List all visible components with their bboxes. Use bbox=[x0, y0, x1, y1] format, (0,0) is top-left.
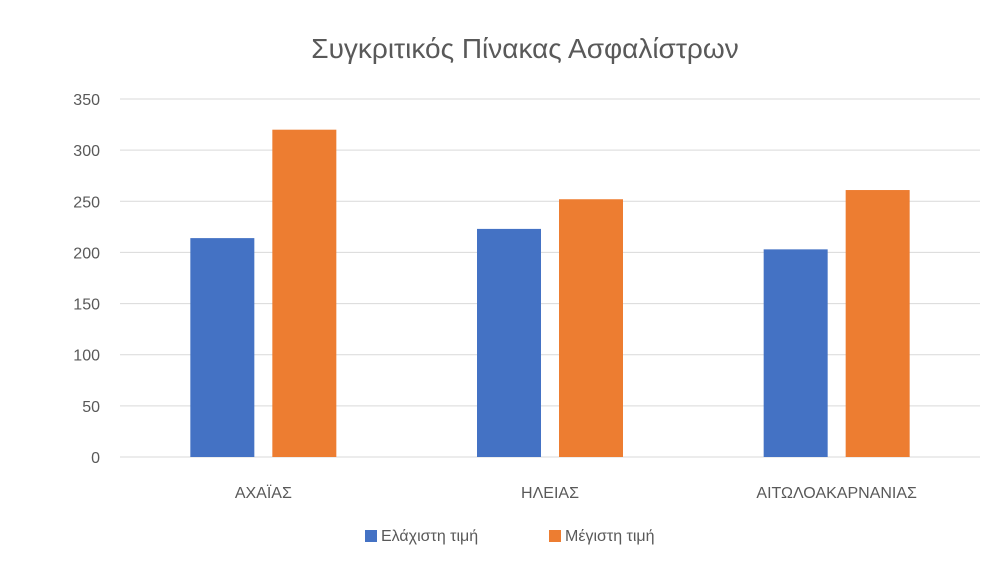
legend: Ελάχιστη τιμή Μέγιστη τιμή bbox=[365, 528, 655, 545]
x-category-label: ΑΙΤΩΛΟΑΚΑΡΝΑΝΙΑΣ bbox=[756, 485, 917, 502]
y-tick-label: 350 bbox=[73, 92, 100, 109]
y-tick-label: 200 bbox=[73, 245, 100, 262]
y-tick-label: 250 bbox=[73, 194, 100, 211]
legend-swatch bbox=[549, 530, 561, 542]
y-tick-label: 100 bbox=[73, 348, 100, 365]
bar bbox=[272, 129, 337, 457]
bar bbox=[763, 249, 828, 457]
legend-swatch bbox=[365, 530, 377, 542]
bar bbox=[477, 228, 541, 457]
y-tick-label: 300 bbox=[73, 143, 100, 160]
y-axis-ticks: 0 50 100 150 200 250 300 350 bbox=[73, 92, 100, 467]
legend-label: Μέγιστη τιμή bbox=[565, 528, 655, 545]
y-tick-label: 150 bbox=[73, 297, 100, 314]
x-category-label: ΑΧΑΪΑΣ bbox=[235, 484, 292, 502]
y-tick-label: 0 bbox=[91, 450, 100, 467]
x-category-label: ΗΛΕΙΑΣ bbox=[521, 485, 579, 502]
bar bbox=[190, 238, 255, 457]
chart-title: Συγκριτικός Πίνακας Ασφαλίστρων bbox=[311, 33, 738, 64]
gridlines bbox=[120, 98, 980, 458]
legend-label: Ελάχιστη τιμή bbox=[381, 528, 478, 545]
bars bbox=[190, 129, 910, 458]
y-tick-label: 50 bbox=[82, 399, 100, 416]
bar bbox=[559, 199, 623, 458]
x-axis-categories: ΑΧΑΪΑΣ ΗΛΕΙΑΣ ΑΙΤΩΛΟΑΚΑΡΝΑΝΙΑΣ bbox=[235, 484, 917, 502]
bar bbox=[845, 190, 910, 457]
